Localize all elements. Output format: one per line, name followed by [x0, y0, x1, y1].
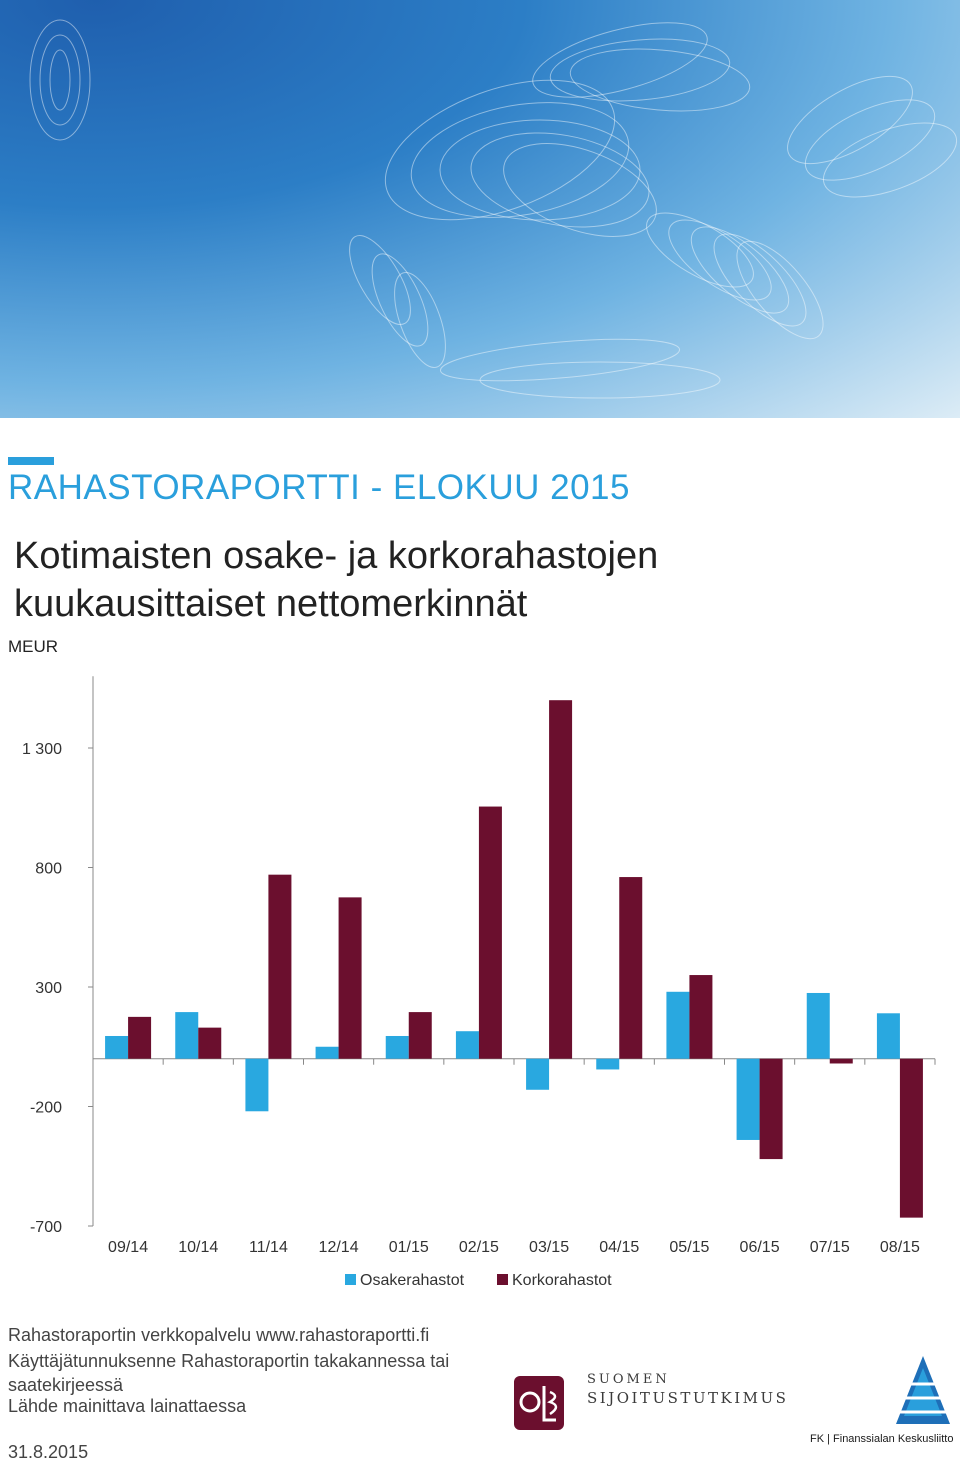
footer-credentials: Käyttäjätunnuksenne Rahastoraportin taka…	[8, 1351, 450, 1371]
accent-bar	[8, 457, 54, 465]
bar-osakerahastot-11-14	[245, 1058, 269, 1112]
fk-logo-icon	[896, 1356, 950, 1424]
legend-label-osakerahastot: Osakerahastot	[360, 1272, 465, 1289]
x-tick-label: 10/14	[178, 1239, 218, 1256]
footer-website: Rahastoraportin verkkopalvelu www.rahast…	[8, 1325, 430, 1345]
fk-logo-text: FK | Finanssialan Keskusliitto	[810, 1433, 954, 1445]
unit-label: MEUR	[8, 637, 59, 656]
bar-osakerahastot-01-15	[385, 1035, 409, 1059]
bar-korkorahastot-12-14	[338, 897, 362, 1059]
bar-osakerahastot-09-14	[105, 1035, 129, 1059]
bar-korkorahastot-08-15	[899, 1058, 923, 1218]
bar-osakerahastot-03-15	[526, 1058, 550, 1090]
x-tick-label: 11/14	[249, 1239, 288, 1256]
footer-credentials-cont: saatekirjeessä	[8, 1375, 124, 1395]
x-tick-label: 09/14	[108, 1239, 148, 1256]
legend-label-korkorahastot: Korkorahastot	[512, 1272, 612, 1289]
footer-source-note: Lähde mainittava lainattaessa	[8, 1396, 247, 1416]
y-tick-label: 1 300	[22, 741, 62, 758]
chart-title: Kotimaisten osake- ja korkorahastojen ku…	[14, 532, 658, 628]
y-tick-label: 300	[35, 980, 62, 997]
logo-ss-line-1: SUOMEN	[587, 1372, 670, 1387]
cover-image	[0, 0, 960, 418]
spiral-pattern	[29, 19, 958, 399]
bar-osakerahastot-04-15	[596, 1058, 620, 1070]
chart-title-line-2: kuukausittaiset nettomerkinnät	[14, 583, 528, 625]
x-tick-label: 12/14	[319, 1239, 359, 1256]
bar-korkorahastot-04-15	[619, 877, 643, 1059]
bar-korkorahastot-02-15	[478, 806, 502, 1059]
bar-osakerahastot-06-15	[736, 1058, 760, 1140]
legend-swatch-osakerahastot	[345, 1274, 356, 1285]
bar-chart: 1 300 800 300 -200 -700 09/14 10/14 11/14 12/14 0…	[22, 676, 936, 1289]
bar-osakerahastot-12-14	[315, 1046, 339, 1059]
bar-korkorahastot-07-15	[829, 1058, 853, 1064]
x-tick-label: 08/15	[880, 1239, 920, 1256]
report-date: 31.8.2015	[8, 1442, 89, 1462]
x-tick-label: 04/15	[599, 1239, 639, 1256]
x-tick-label: 07/15	[810, 1239, 850, 1256]
bar-osakerahastot-08-15	[876, 1013, 900, 1059]
x-tick-label: 06/15	[740, 1239, 780, 1256]
bar-korkorahastot-09-14	[128, 1016, 152, 1059]
bar-osakerahastot-05-15	[666, 991, 690, 1059]
x-tick-label: 05/15	[669, 1239, 709, 1256]
report-title: RAHASTORAPORTTI - ELOKUU 2015	[8, 468, 630, 507]
y-tick-label: 800	[35, 861, 62, 878]
x-tick-label: 01/15	[389, 1239, 429, 1256]
bar-korkorahastot-05-15	[689, 975, 713, 1059]
x-tick-label: 02/15	[459, 1239, 499, 1256]
logo-ss-line-2: SIJOITUSTUTKIMUS	[587, 1389, 789, 1407]
bar-korkorahastot-10-14	[198, 1027, 222, 1059]
bar-osakerahastot-07-15	[806, 992, 830, 1059]
bar-osakerahastot-10-14	[175, 1012, 199, 1059]
olb-logo	[514, 1376, 564, 1430]
chart-title-line-1: Kotimaisten osake- ja korkorahastojen	[14, 535, 659, 577]
bar-korkorahastot-11-14	[268, 874, 292, 1059]
y-tick-label: -700	[30, 1219, 62, 1236]
bar-osakerahastot-02-15	[455, 1031, 479, 1059]
bar-korkorahastot-06-15	[759, 1058, 783, 1160]
sijoitustutkimus-logo: SUOMEN SIJOITUSTUTKIMUS	[587, 1372, 788, 1407]
x-tick-label: 03/15	[529, 1239, 569, 1256]
bar-korkorahastot-01-15	[408, 1012, 432, 1059]
bar-korkorahastot-03-15	[549, 700, 573, 1059]
legend-swatch-korkorahastot	[497, 1274, 508, 1285]
y-tick-label: -200	[30, 1100, 62, 1117]
